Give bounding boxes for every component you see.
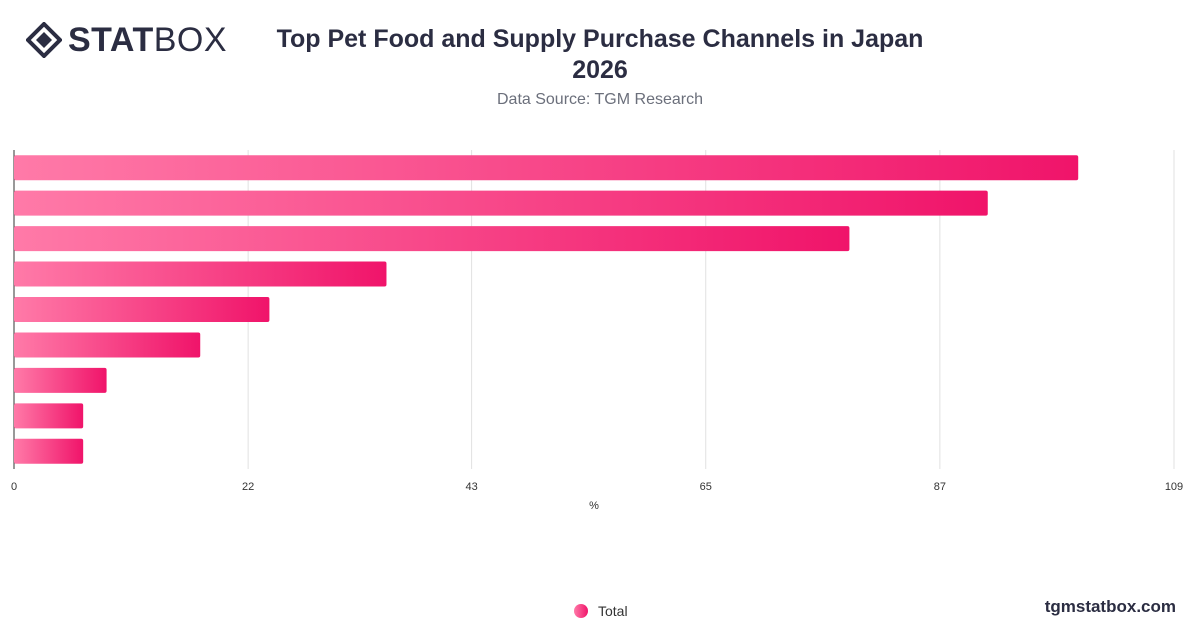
x-axis-title: % xyxy=(589,500,599,512)
chart-title-line1: Top Pet Food and Supply Purchase Channel… xyxy=(276,25,924,53)
bar[interactable] xyxy=(14,190,988,216)
bar[interactable] xyxy=(14,226,850,252)
site-url[interactable]: tgmstatbox.com xyxy=(1044,597,1176,616)
chart-subtitle: Data Source: TGM Research xyxy=(496,91,703,108)
chart-title-line2: 2026 xyxy=(572,56,628,84)
legend-marker xyxy=(574,604,588,618)
legend-label: Total xyxy=(598,603,628,619)
bar[interactable] xyxy=(14,297,270,322)
bar[interactable] xyxy=(14,403,84,429)
bar[interactable] xyxy=(14,332,201,358)
x-tick-label: 22 xyxy=(242,481,254,493)
legend[interactable]: Total xyxy=(574,603,628,619)
bar[interactable] xyxy=(14,261,387,287)
x-tick-label: 87 xyxy=(934,481,946,493)
statbox-logo-icon xyxy=(26,22,62,58)
x-tick-label: 43 xyxy=(465,481,477,493)
bar[interactable] xyxy=(14,438,84,464)
x-tick-label: 109 xyxy=(1165,481,1183,493)
statbox-logo: STATBOX xyxy=(26,22,227,58)
logo-text-bold: STAT xyxy=(68,21,154,59)
x-tick-label: 0 xyxy=(11,481,17,493)
chart-title: Top Pet Food and Supply Purchase Channel… xyxy=(240,24,960,86)
logo-text-light: BOX xyxy=(153,21,228,59)
bar[interactable] xyxy=(14,155,1079,181)
logo-text: STATBOX xyxy=(68,23,227,57)
x-tick-label: 65 xyxy=(700,481,712,493)
bar[interactable] xyxy=(14,367,107,393)
